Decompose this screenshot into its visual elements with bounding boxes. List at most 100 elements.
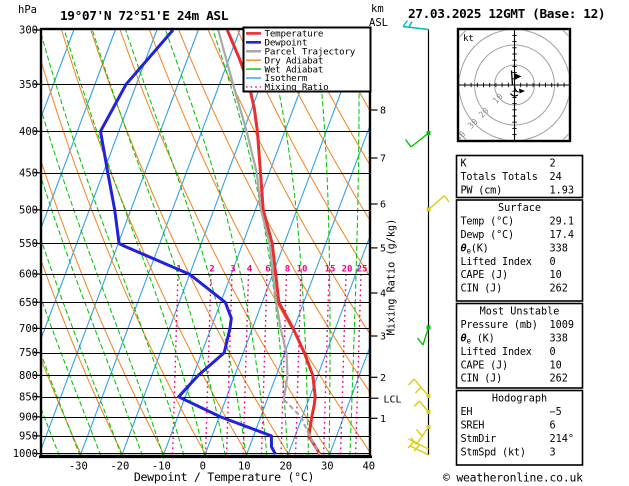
wind-barb-stroke bbox=[408, 438, 429, 450]
curves-group bbox=[99, 29, 322, 455]
table-row-value: 1.93 bbox=[550, 186, 575, 197]
hodograph-trace-arrow bbox=[515, 73, 522, 80]
temp-tick-label: -10 bbox=[152, 461, 171, 473]
wet-adiabat-line bbox=[314, 29, 331, 455]
table-row-value: 1009 bbox=[550, 320, 575, 331]
dry-adiabat-line bbox=[0, 30, 1, 461]
wind-barb-stroke bbox=[404, 139, 412, 148]
pressure-tick-label: 700 bbox=[19, 323, 38, 335]
table-row-value: 10 bbox=[550, 360, 562, 371]
wind-barb-stroke bbox=[415, 429, 423, 437]
station-title: 19°07'N 72°51'E 24m ASL bbox=[60, 9, 229, 24]
table-header: Surface bbox=[498, 203, 541, 214]
wind-barb-stroke bbox=[402, 20, 409, 27]
wind-barb-stroke bbox=[422, 327, 430, 346]
hodograph-unit-label: kt bbox=[463, 34, 474, 44]
table-row-value: 262 bbox=[550, 374, 568, 385]
table-row-value: 3 bbox=[550, 447, 556, 458]
sounding-curves bbox=[99, 29, 322, 455]
mixing-ratio-value-label: 8 bbox=[285, 265, 290, 275]
wind-barb bbox=[404, 131, 431, 148]
table-row-label: Totals Totals bbox=[461, 172, 538, 183]
mixing-ratio-value-label: 10 bbox=[297, 265, 308, 275]
temp-tick-label: 0 bbox=[200, 461, 206, 473]
hodograph-trace bbox=[513, 85, 519, 93]
table-row-value: 17.4 bbox=[550, 230, 575, 241]
table-row-label: CAPE (J) bbox=[461, 360, 508, 371]
dry-adiabat-line bbox=[237, 29, 370, 278]
pressure-tick-label: 900 bbox=[19, 411, 38, 423]
table-border bbox=[455, 154, 584, 199]
wet-adiabat-line bbox=[0, 30, 18, 456]
wind-barb bbox=[407, 378, 431, 398]
dry-adiabat-line bbox=[295, 29, 370, 167]
km-axis-label-asl: ASL bbox=[369, 17, 388, 29]
table-row-value: 338 bbox=[550, 243, 568, 254]
pressure-tick-label: 500 bbox=[19, 204, 38, 216]
table-row-value: 10 bbox=[550, 270, 562, 281]
wind-barb-column bbox=[402, 20, 450, 456]
pressure-tick-label: 300 bbox=[19, 25, 38, 37]
km-tick-label: 2 bbox=[380, 373, 386, 384]
km-tick-label: 3 bbox=[380, 332, 386, 343]
wind-barb-stroke bbox=[416, 337, 424, 346]
table-row-value: 214° bbox=[550, 434, 575, 445]
mixing-ratio-value-label: 4 bbox=[247, 265, 253, 275]
wind-barb-stroke bbox=[409, 444, 429, 456]
pressure-tick-label: 650 bbox=[19, 297, 38, 309]
table-row-label: K bbox=[461, 159, 468, 170]
wind-barb bbox=[402, 20, 429, 31]
parcel-trajectory-curve bbox=[217, 29, 289, 400]
wet-adiabat-line bbox=[349, 29, 360, 455]
wet-adiabat-line bbox=[212, 29, 289, 455]
isotherm-line bbox=[328, 345, 370, 455]
wet-adiabat-line bbox=[264, 29, 309, 455]
pressure-tick-label: 350 bbox=[19, 79, 38, 91]
mixing-ratio-value-label: 25 bbox=[357, 265, 368, 275]
wind-barb-stroke bbox=[418, 400, 430, 413]
temp-tick-label: 10 bbox=[238, 461, 251, 473]
table-border bbox=[455, 199, 584, 302]
dewpoint-curve bbox=[99, 29, 277, 455]
wind-barb-stroke bbox=[443, 195, 450, 203]
temp-tick-label: 20 bbox=[279, 461, 292, 473]
km-tick-label: 6 bbox=[380, 200, 386, 211]
isotherm-line bbox=[41, 29, 75, 120]
mixing-ratio-value-label: 3 bbox=[230, 265, 235, 275]
table-row-label: Dewp (°C) bbox=[461, 230, 514, 241]
dry-adiabat-line bbox=[60, 29, 248, 455]
km-tick-label: 5 bbox=[380, 243, 386, 254]
dry-adiabat-line bbox=[119, 29, 332, 455]
dry-adiabat-line bbox=[41, 159, 165, 455]
dry-adiabat-line bbox=[178, 29, 370, 394]
temp-tick-label: 30 bbox=[321, 461, 334, 473]
temp-tick-label: -30 bbox=[69, 461, 88, 473]
table-row-value: 29.1 bbox=[550, 217, 575, 228]
mixing-ratio-line bbox=[354, 274, 362, 455]
pressure-tick-label: 450 bbox=[19, 167, 38, 179]
dry-adiabat-line bbox=[207, 29, 370, 335]
isotherm-line bbox=[41, 29, 116, 230]
wind-barb-stroke bbox=[413, 444, 421, 452]
pressure-tick-label: 1000 bbox=[13, 448, 38, 460]
index-tables: K 2 Totals Totals 24 PW (cm) 1.93 Surface Temp … bbox=[455, 154, 584, 466]
copyright-label: © weatheronline.co.uk bbox=[443, 471, 583, 485]
table-row-value: −5 bbox=[550, 407, 562, 418]
dry-adiabat-line bbox=[149, 29, 370, 454]
hodograph-trace bbox=[510, 93, 519, 97]
km-axis-label-km: km bbox=[371, 3, 384, 15]
wet-adiabat-line bbox=[165, 29, 268, 455]
temp-tick-label: 40 bbox=[362, 461, 375, 473]
table-header: Hodograph bbox=[492, 394, 547, 405]
legend-item-label: Parcel Trajectory bbox=[265, 46, 356, 57]
temp-tick-label: -20 bbox=[110, 461, 129, 473]
wind-barb bbox=[407, 438, 429, 456]
pressure-tick-label: 950 bbox=[19, 430, 38, 442]
hodograph-trace bbox=[510, 70, 514, 86]
mixing-ratio-line bbox=[322, 274, 330, 455]
wind-barb-stroke bbox=[408, 21, 413, 28]
pressure-unit-label: hPa bbox=[18, 4, 37, 16]
